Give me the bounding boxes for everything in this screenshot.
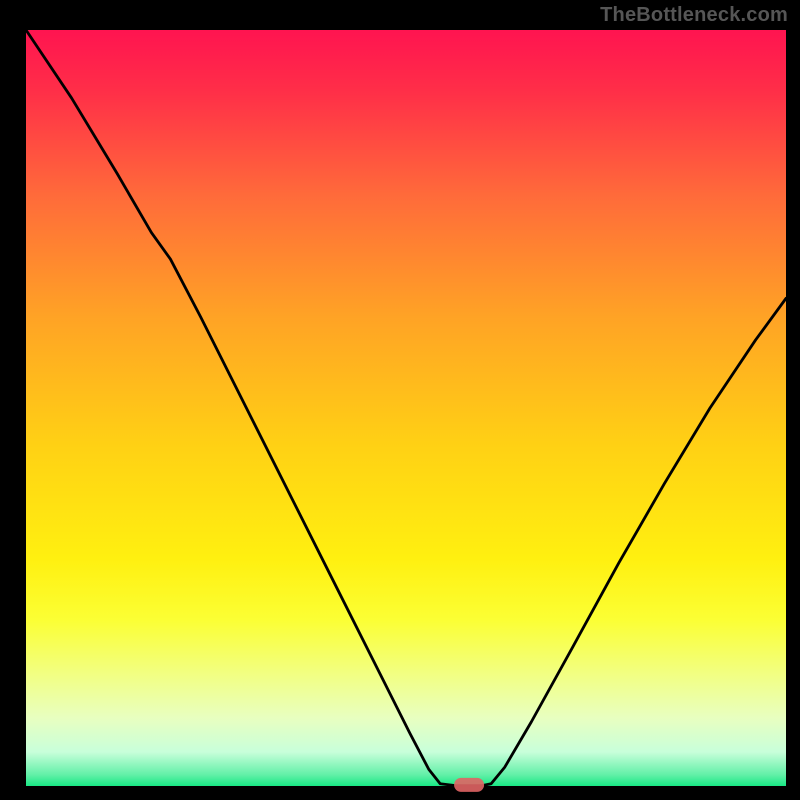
bottleneck-curve-chart: [0, 0, 800, 800]
chart-frame: TheBottleneck.com: [0, 0, 800, 800]
optimal-point-marker: [454, 778, 484, 792]
watermark-label: TheBottleneck.com: [600, 4, 788, 27]
plot-background: [26, 30, 786, 786]
